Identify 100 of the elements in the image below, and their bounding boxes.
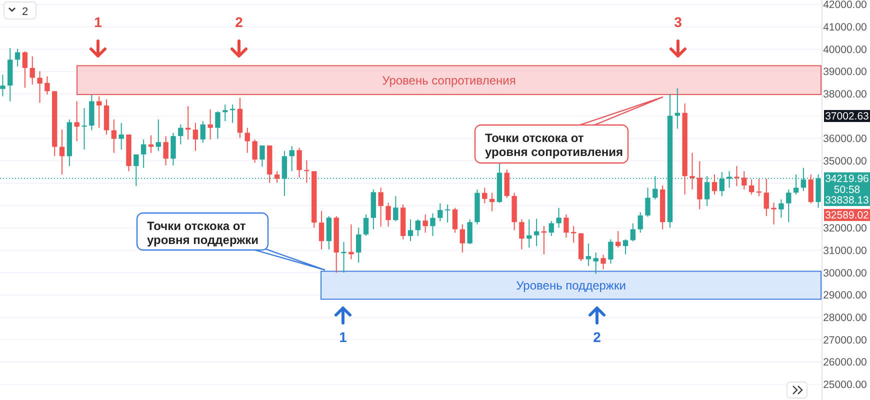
annotation: 2 [593,328,602,345]
candlestick [30,56,35,85]
candlestick [363,214,369,236]
candlestick [771,202,776,225]
annotation: 1 [339,328,348,345]
candlestick [548,220,554,236]
y-tick-label: 36000.00 [823,133,868,146]
candlestick [296,147,302,178]
candlestick [748,178,754,195]
annotation: Точки отскока от уровня сопротивления [485,131,623,160]
candlestick [222,104,228,122]
candlestick [22,50,28,88]
candlestick [156,119,162,152]
y-tick-label: 39000.00 [823,66,868,78]
y-tick-label: 41000.00 [823,21,868,34]
ref-line-label: 34219.96 [825,173,870,185]
y-tick-label: 35000.00 [823,156,868,168]
candlestick [622,238,628,255]
candlestick [467,218,472,245]
candlestick [200,120,206,144]
candlestick [593,252,598,274]
candlestick [534,218,540,247]
y-tick-label: 25000.00 [823,379,868,392]
candlestick [356,227,362,264]
candlestick [163,136,168,166]
candlestick [430,212,436,236]
candlestick [408,218,414,242]
y-tick-label: 26000.00 [823,356,868,369]
candlestick [274,170,280,184]
candlestick [111,119,117,154]
candlestick [237,97,243,138]
candlestick [289,146,294,172]
band-label: Уровень поддержки [516,278,626,292]
candlestick [44,76,50,96]
candlestick [14,48,20,67]
candlestick [170,132,176,166]
band-label: Уровень сопротивления [382,73,516,88]
candlestick [519,218,524,250]
candlestick [178,124,184,145]
candlestick [452,207,458,234]
candlestick [630,222,636,242]
candlestick [59,129,65,176]
candlestick [504,168,510,198]
candlestick [326,216,332,250]
y-tick-label: 40000.00 [823,44,868,56]
candlestick [192,122,198,152]
candlestick [438,202,443,222]
candlestick [304,160,310,184]
candlestick [260,144,265,168]
text: 50:58 [834,184,860,196]
candlestick [674,88,680,130]
candlestick [140,138,146,168]
candlestick [252,138,258,164]
y-tick-label: 31000.00 [823,244,868,257]
y-tick-label: 32000.00 [823,222,868,235]
candlestick [586,243,592,266]
candlestick [571,226,576,244]
candlestick [645,187,650,218]
candlestick [556,207,562,228]
candlestick [378,187,384,228]
candlestick [422,214,428,234]
annotation: 2 [235,14,244,30]
candlestick [415,218,421,236]
candlestick [608,238,614,264]
candlestick [489,192,495,212]
text: 33838.13 [825,194,870,207]
text: 37002.63 [825,110,870,123]
candlestick [348,224,354,260]
annotation: 3 [674,14,682,30]
y-tick-label: 30000.00 [823,267,868,280]
candlestick [742,170,747,190]
candlestick [712,174,718,195]
candlestick [118,122,124,150]
candlestick [786,188,792,223]
candlestick [460,224,465,254]
candlestick [616,230,621,248]
candlestick [444,204,450,224]
candlestick [393,196,398,222]
candlestick [564,214,569,238]
candlestick [74,100,80,142]
y-tick-label: 29000.00 [823,290,868,302]
candlestick [778,198,784,218]
candlestick [697,160,702,210]
annotation: 1 [94,14,102,30]
candlestick [482,187,488,204]
candlestick [808,174,814,204]
y-tick-label: 28000.00 [823,312,868,324]
candlestick [215,110,220,140]
candlestick [638,212,643,234]
candlestick [386,202,391,228]
annotation: Точки отскока от уровня поддержки [147,219,259,248]
candlestick [82,107,87,150]
y-tick-label: 42000.00 [823,0,868,12]
annotation: 2 [22,6,28,18]
y-tick-label: 27000.00 [823,334,868,346]
candlestick [244,127,250,154]
candlestick [600,254,606,270]
candlestick [148,134,154,154]
candlestick [764,178,769,217]
candlestick [318,210,324,250]
